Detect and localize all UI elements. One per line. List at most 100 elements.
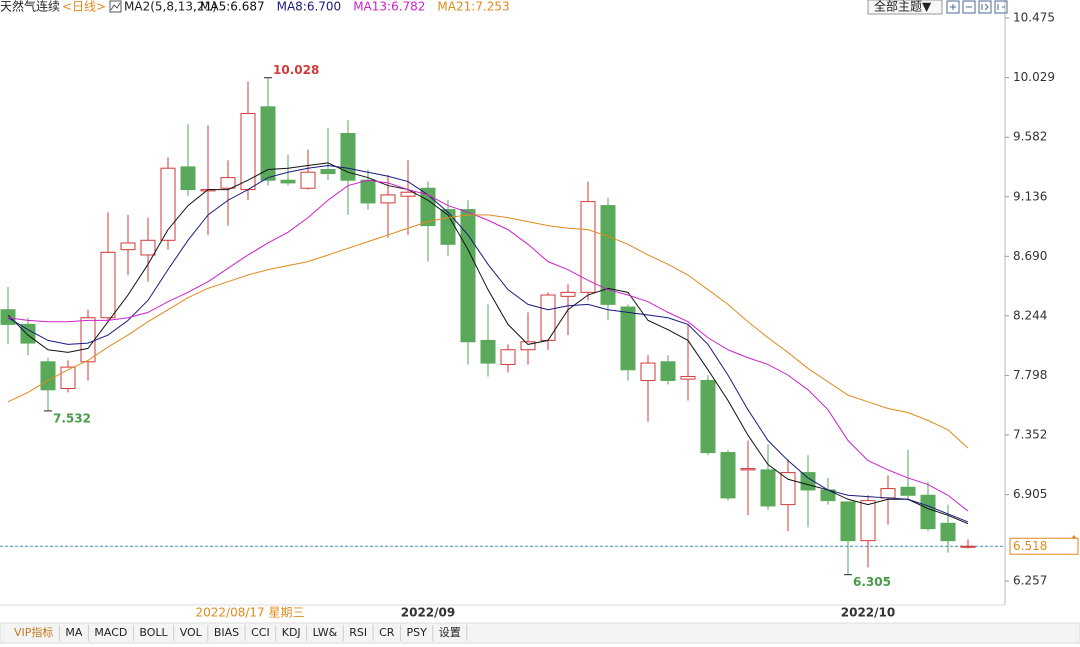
y-tick-label: 6.257 xyxy=(1013,574,1047,588)
candle-body xyxy=(140,239,156,256)
tab-label[interactable]: PSY xyxy=(406,626,427,639)
candle-body xyxy=(400,191,416,197)
high-label: 10.028 xyxy=(273,63,319,77)
candle-body xyxy=(100,251,116,319)
tab[interactable]: 设置 xyxy=(439,625,468,641)
ma-line xyxy=(7,165,969,523)
candle-body xyxy=(740,468,756,471)
candle-body xyxy=(580,201,596,293)
theme-button-label[interactable]: 全部主题▼ xyxy=(874,0,932,14)
y-tick-label: 7.798 xyxy=(1013,368,1047,382)
tab[interactable]: VIP指标 xyxy=(14,625,60,641)
tab[interactable]: BOLL xyxy=(139,625,175,641)
tab[interactable]: CCI xyxy=(251,625,277,641)
last-price-box xyxy=(1009,537,1079,555)
candle-body xyxy=(920,494,936,530)
candle-body xyxy=(680,375,696,380)
x-tick-label: 2022/09 xyxy=(401,606,455,620)
low-label: 7.532 xyxy=(53,411,91,425)
y-tick-label: 9.136 xyxy=(1013,189,1047,203)
last-price-label: 6.518 xyxy=(1013,539,1047,553)
tab[interactable]: KDJ xyxy=(282,625,308,641)
x-tick-label: 2022/10 xyxy=(841,606,895,620)
candle-body xyxy=(300,171,316,189)
tab-label[interactable]: VOL xyxy=(180,626,203,639)
y-tick-label: 6.905 xyxy=(1013,487,1047,501)
tab-label[interactable]: RSI xyxy=(349,626,367,639)
legend-entry: MA5:6.687 xyxy=(200,0,265,14)
candle-body xyxy=(560,291,576,297)
candle-body xyxy=(760,469,776,507)
legend-entry: MA21:7.253 xyxy=(437,0,509,14)
ma-line xyxy=(7,179,969,512)
candle-body xyxy=(720,452,736,499)
candle-body xyxy=(0,309,16,325)
tab[interactable]: PSY xyxy=(406,625,434,641)
y-tick-label: 9.582 xyxy=(1013,130,1047,144)
ma-line xyxy=(7,162,969,525)
cursor-date: 2022/08/17 星期三 xyxy=(196,606,305,620)
tab[interactable]: BIAS xyxy=(214,625,246,641)
ma-line xyxy=(7,214,969,449)
candle-body xyxy=(160,167,176,241)
theme-button[interactable]: 全部主题▼ xyxy=(867,0,943,15)
y-tick-label: 8.690 xyxy=(1013,249,1047,263)
candle-body xyxy=(660,361,676,381)
candle-body xyxy=(640,362,656,381)
tab[interactable]: MA xyxy=(65,625,89,641)
candle-body xyxy=(40,361,56,391)
candle-body xyxy=(380,194,396,204)
y-tick-label: 8.244 xyxy=(1013,308,1047,322)
tab[interactable]: RSI xyxy=(349,625,374,641)
candle-body xyxy=(700,379,716,454)
candle-body xyxy=(780,472,796,506)
candle-body xyxy=(180,166,196,191)
tab-label[interactable]: CR xyxy=(379,626,395,639)
candle-body xyxy=(360,179,376,204)
tab[interactable]: CR xyxy=(379,625,401,641)
candle-body xyxy=(840,501,856,542)
candle-body xyxy=(960,545,976,548)
candle-body xyxy=(860,500,876,542)
candle-body xyxy=(880,488,896,499)
candle-body xyxy=(940,522,956,542)
candle-body xyxy=(600,205,616,305)
tab[interactable]: LW& xyxy=(313,625,344,641)
tab-label[interactable]: LW& xyxy=(313,626,338,639)
y-tick-label: 10.475 xyxy=(1013,11,1055,25)
tab-label[interactable]: CCI xyxy=(251,626,270,639)
tab-label[interactable]: KDJ xyxy=(282,626,301,639)
candle-body xyxy=(320,169,336,175)
candle-body xyxy=(900,486,916,496)
legend-entry: MA8:6.700 xyxy=(277,0,342,14)
indicator-label: MA2(5,8,13,21) xyxy=(124,0,217,14)
legend-entry: MA13:6.782 xyxy=(353,0,425,14)
tab-bar xyxy=(0,622,1080,644)
candle-body xyxy=(480,339,496,364)
y-tick-label: 10.029 xyxy=(1013,70,1055,84)
tab-label[interactable]: MACD xyxy=(94,626,127,639)
period-label[interactable]: <日线> xyxy=(62,0,106,14)
tab-label[interactable]: MA xyxy=(65,626,82,639)
tab[interactable]: MACD xyxy=(94,625,134,641)
candle-body xyxy=(120,242,136,251)
low-label: 6.305 xyxy=(853,575,891,589)
candle-body xyxy=(80,317,96,363)
candle-body xyxy=(500,349,516,365)
toolbar-icons[interactable] xyxy=(946,0,1008,14)
candle-body xyxy=(60,366,76,389)
y-tick-label: 7.352 xyxy=(1013,427,1047,441)
tab-label[interactable]: BIAS xyxy=(214,626,239,639)
candle-body xyxy=(220,177,236,189)
tab-label[interactable]: 设置 xyxy=(439,626,461,639)
candle-body xyxy=(280,179,296,184)
tab[interactable]: VOL xyxy=(180,625,209,641)
chart-title: 天然气连续 xyxy=(0,0,60,14)
indicator-icon xyxy=(109,0,122,13)
candle-body xyxy=(620,306,636,371)
candle-body xyxy=(520,341,536,351)
tab-label[interactable]: BOLL xyxy=(139,626,168,639)
tab-label[interactable]: VIP指标 xyxy=(14,625,53,639)
